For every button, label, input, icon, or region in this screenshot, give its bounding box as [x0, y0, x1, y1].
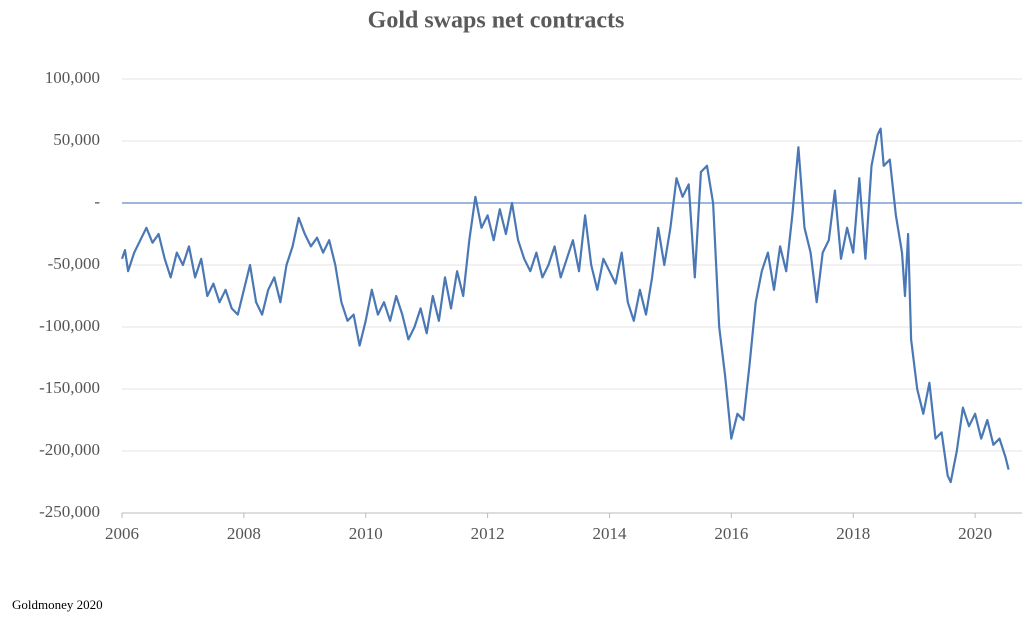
x-tick-label: 2014 [592, 524, 627, 543]
y-tick-label: -200,000 [39, 440, 100, 459]
y-tick-label: -250,000 [39, 502, 100, 521]
x-tick-label: 2006 [105, 524, 139, 543]
x-tick-label: 2020 [958, 524, 992, 543]
x-tick-label: 2018 [836, 524, 870, 543]
data-line [120, 127, 1010, 484]
x-tick-label: 2012 [471, 524, 505, 543]
y-tick-label: - [94, 192, 100, 211]
chart-title: Gold swaps net contracts [368, 8, 625, 34]
y-tick-label: -50,000 [48, 254, 100, 273]
x-tick-label: 2016 [714, 524, 748, 543]
y-tick-label: 50,000 [53, 130, 100, 149]
x-tick-label: 2008 [227, 524, 261, 543]
x-tick-label: 2010 [349, 524, 383, 543]
y-tick-label: -150,000 [39, 378, 100, 397]
y-tick-label: 100,000 [45, 68, 100, 87]
y-tick-label: -100,000 [39, 316, 100, 335]
source-note: Goldmoney 2020 [12, 597, 103, 612]
